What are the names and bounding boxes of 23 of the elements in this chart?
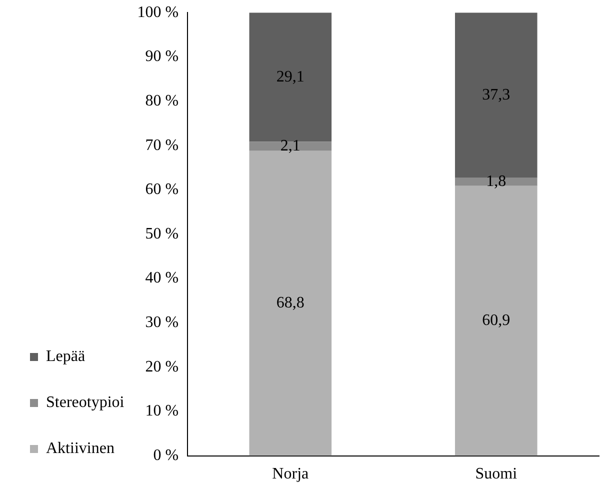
x-tick-label: Suomi: [475, 466, 518, 483]
data-label: 1,8: [486, 173, 506, 190]
data-label: 68,8: [276, 294, 304, 312]
data-label: 37,3: [482, 86, 510, 104]
y-tick-label: 10 %: [145, 402, 179, 420]
y-tick-label: 50 %: [145, 225, 179, 242]
y-tick-label: 70 %: [145, 136, 179, 154]
y-tick-label: 30 %: [145, 314, 179, 332]
y-tick-label: 80 %: [145, 92, 179, 110]
legend-label: Stereotypioi: [46, 394, 125, 412]
y-tick-label: 0 %: [153, 447, 179, 464]
data-label: 29,1: [276, 68, 304, 86]
y-tick-label: 90 %: [145, 48, 179, 66]
y-tick-label: 20 %: [145, 358, 179, 376]
y-tick-label: 40 %: [145, 270, 179, 287]
bar: [249, 142, 332, 151]
y-tick-label: 60 %: [145, 181, 179, 198]
legend-label: Lepää: [46, 348, 86, 366]
data-label: 60,9: [482, 312, 510, 330]
x-tick-label: Norja: [272, 466, 309, 483]
legend-label: Aktiivinen: [46, 440, 114, 458]
y-tick-label: 100 %: [137, 4, 179, 21]
data-label: 2,1: [280, 137, 300, 154]
